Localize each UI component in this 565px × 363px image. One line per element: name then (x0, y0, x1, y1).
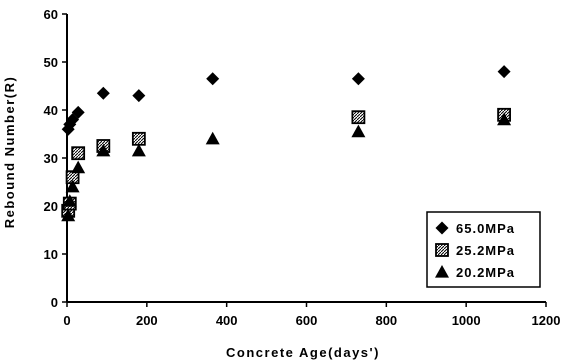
legend-marker-65-0mpa (435, 221, 449, 235)
x-tick-label: 0 (63, 313, 70, 328)
legend-label-25-2mpa: 25.2MPa (456, 243, 515, 258)
x-tick-label: 200 (136, 313, 158, 328)
y-axis-ticks: 0 10 20 30 40 50 60 (44, 7, 67, 310)
legend-marker-20-2mpa (435, 265, 449, 278)
data-point-20-2mpa (62, 194, 77, 207)
data-point-20-2mpa (205, 131, 220, 145)
x-tick-label: 1000 (452, 313, 481, 328)
legend-label-20-2mpa: 20.2MPa (456, 265, 515, 280)
data-point-20-2mpa (497, 112, 512, 126)
data-point-65-0mpa (71, 105, 85, 119)
data-point-20-2mpa (96, 143, 111, 157)
y-tick-label: 30 (44, 151, 58, 166)
data-point-25-2mpa (131, 131, 146, 146)
x-tick-label: 1200 (532, 313, 561, 328)
x-axis-ticks: 0 200 400 600 800 1000 1200 (63, 302, 560, 328)
data-point-20-2mpa (351, 124, 366, 138)
data-point-65-0mpa (351, 72, 365, 86)
legend-label-65-0mpa: 65.0MPa (456, 221, 515, 236)
y-tick-label: 10 (44, 247, 58, 262)
data-point-65-0mpa (96, 86, 110, 100)
legend-marker-25-2mpa (435, 243, 449, 257)
data-point-65-0mpa (206, 72, 220, 86)
data-points (61, 65, 512, 222)
data-point-25-2mpa (351, 110, 366, 125)
data-point-65-0mpa (132, 89, 146, 103)
y-tick-label: 50 (44, 55, 58, 70)
y-tick-label: 60 (44, 7, 58, 22)
y-tick-label: 0 (51, 295, 58, 310)
y-axis-label: Rebound Number(R) (2, 76, 17, 229)
data-point-20-2mpa (131, 143, 146, 157)
y-tick-label: 40 (44, 103, 58, 118)
y-tick-label: 20 (44, 199, 58, 214)
x-tick-label: 800 (375, 313, 397, 328)
data-point-20-2mpa (65, 179, 80, 193)
x-axis-label: Concrete Age(days') (226, 345, 380, 360)
data-point-65-0mpa (497, 65, 511, 79)
x-tick-label: 600 (296, 313, 318, 328)
data-point-20-2mpa (71, 160, 86, 174)
data-point-20-2mpa (61, 208, 76, 222)
data-point-25-2mpa (71, 146, 86, 161)
x-tick-label: 400 (216, 313, 238, 328)
legend: 65.0MPa 25.2MPa 20.2MPa (426, 211, 541, 288)
